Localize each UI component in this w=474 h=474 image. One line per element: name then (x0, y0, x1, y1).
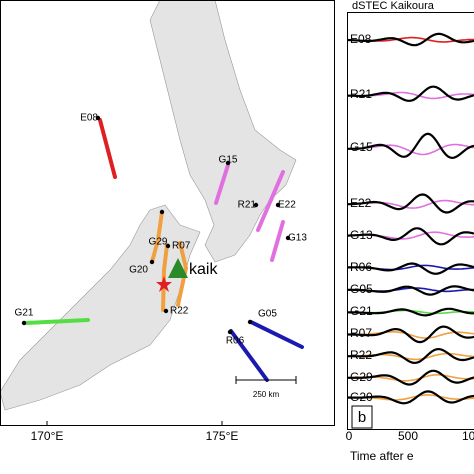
station-dot (253, 202, 259, 208)
station-label: G29 (149, 237, 168, 248)
row-label: R07 (350, 326, 372, 340)
epicenter (156, 276, 172, 292)
station-dot (163, 308, 169, 314)
track (256, 170, 285, 232)
station-label: G05 (258, 309, 277, 320)
row-label: E22 (350, 196, 372, 210)
station-dot (247, 319, 253, 325)
station-dot (285, 235, 291, 241)
station-dot (95, 115, 101, 121)
station-dot (159, 209, 165, 215)
station-dot (149, 259, 155, 265)
x-axis-label: Time after e (350, 449, 414, 463)
kaik-marker (168, 258, 188, 278)
track (98, 118, 117, 179)
station-label: R07 (172, 241, 191, 252)
row-label: G20 (350, 390, 373, 404)
track (161, 243, 169, 312)
wave (348, 85, 474, 102)
panel-title: dSTEC Kaikoura (352, 0, 435, 12)
wave (348, 262, 474, 275)
wave (348, 227, 474, 246)
wave (348, 390, 474, 405)
panel-label: b (358, 409, 366, 426)
station-dot (165, 243, 171, 249)
row-label: R22 (350, 348, 372, 362)
track (150, 210, 164, 264)
station-dot (227, 329, 233, 335)
wave (348, 347, 474, 365)
station-dot (225, 160, 231, 166)
x-tick-label: 175°E (206, 429, 239, 443)
wave (348, 325, 474, 344)
x-tick-label: 500 (398, 429, 418, 443)
row-label: G05 (350, 282, 373, 296)
row-label: G15 (350, 140, 373, 154)
track (24, 318, 90, 325)
station-label: E08 (80, 113, 98, 124)
wave (348, 369, 474, 386)
map-frame (0, 0, 335, 426)
station-label: E22 (278, 200, 296, 211)
row-label: G21 (350, 304, 373, 318)
south-island (0, 204, 201, 411)
row-label: R21 (350, 87, 372, 101)
row-label: G29 (350, 370, 373, 384)
station-label: R22 (170, 306, 189, 317)
station-label: R21 (238, 200, 257, 211)
kaik-label: kaik (189, 261, 218, 278)
wave (348, 132, 474, 160)
north-island (149, 0, 297, 263)
station-label: G15 (219, 155, 238, 166)
scale-label: 250 km (253, 390, 280, 399)
x-tick-label: 100 (462, 429, 474, 443)
waveform-panel: dSTEC Kaikoura b 0 500 100 Time after e … (346, 0, 474, 463)
station-label: R06 (226, 336, 245, 347)
track (229, 329, 269, 382)
row-label: E08 (350, 32, 372, 46)
panel-frame (347, 12, 474, 430)
wave (348, 285, 474, 296)
station-dot (275, 202, 281, 208)
panel-label-box (351, 405, 373, 429)
station-label: G13 (288, 233, 307, 244)
wave (348, 193, 474, 214)
track (270, 220, 285, 262)
x-tick-label: 170°E (31, 429, 64, 443)
station-dot (21, 320, 27, 326)
x-tick-label: 0 (346, 429, 353, 443)
wave (348, 32, 474, 47)
track (176, 241, 189, 307)
track (249, 320, 304, 349)
station-label: G20 (129, 265, 148, 276)
wave (348, 307, 474, 317)
station-label: G21 (15, 308, 34, 319)
map-panel: 250 km 170°E 175°E E08 G15 R21 E22 G13 G29 R07… (0, 0, 335, 443)
row-label: G13 (350, 228, 373, 242)
track (214, 163, 230, 205)
row-label: R06 (350, 260, 372, 274)
